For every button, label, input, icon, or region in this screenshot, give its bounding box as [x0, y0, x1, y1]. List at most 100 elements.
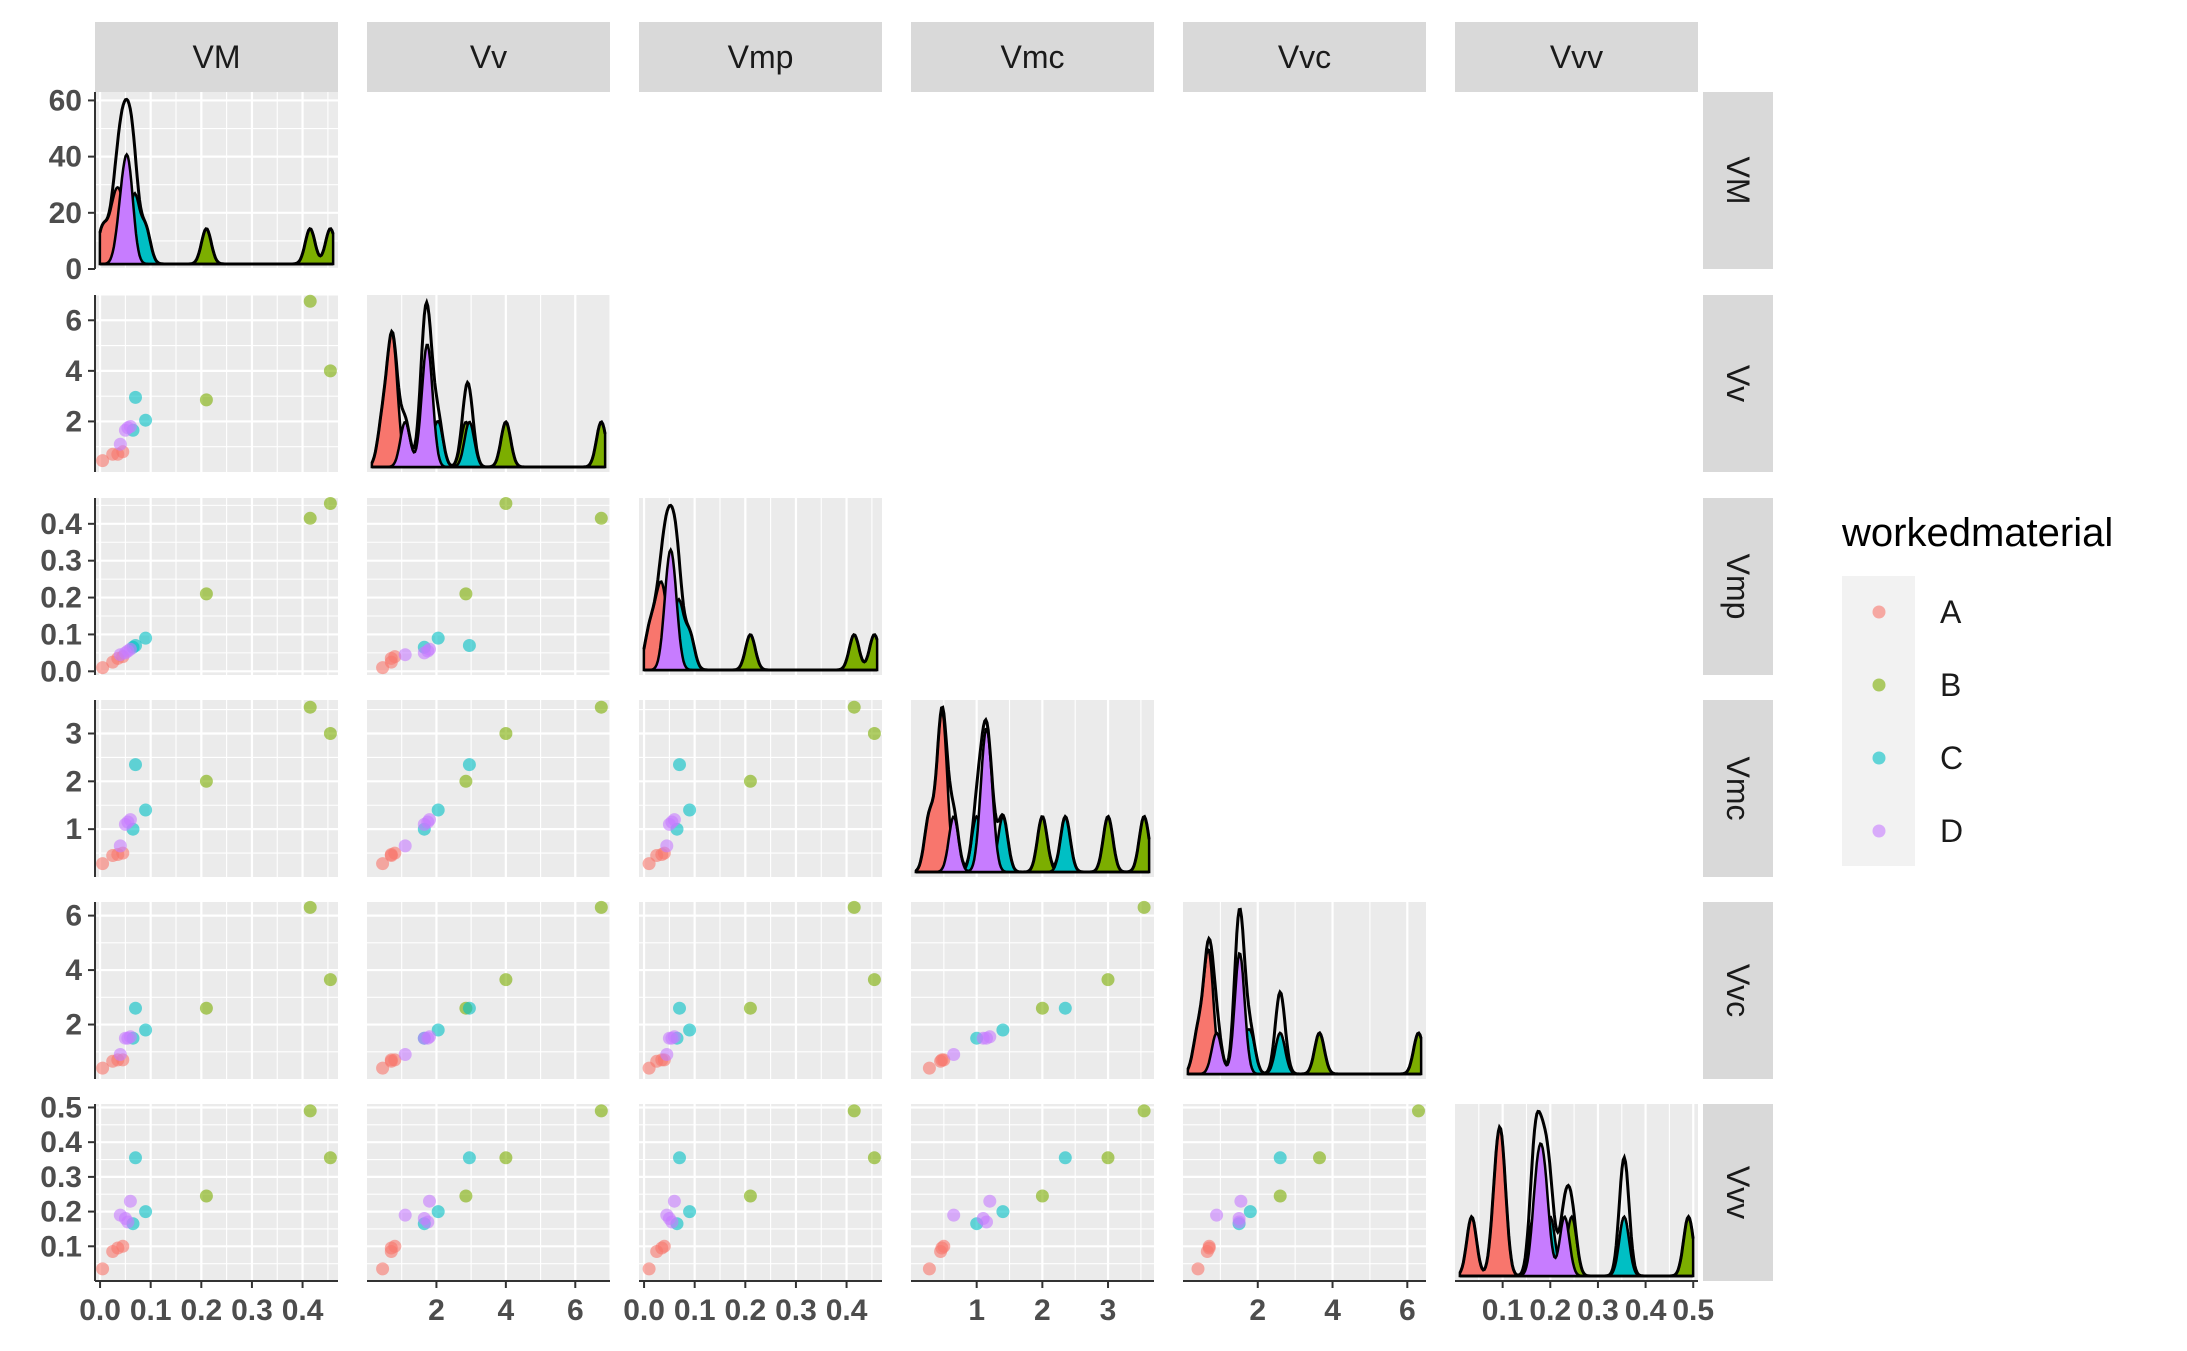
strip-top-label: Vvv — [1550, 39, 1603, 75]
point-D — [667, 813, 681, 827]
panel-background — [911, 1104, 1154, 1281]
point-B — [323, 727, 337, 740]
point-C — [139, 631, 153, 645]
point-B — [594, 1104, 608, 1118]
point-B — [1137, 900, 1151, 914]
panel-Vvc-vs-VM — [95, 900, 338, 1079]
point-C — [996, 1205, 1010, 1219]
y-tick-label: 2 — [65, 1009, 82, 1042]
y-tick-label: 4 — [65, 355, 82, 388]
point-D — [660, 1048, 674, 1061]
point-A — [388, 846, 402, 860]
point-B — [303, 700, 317, 714]
point-C — [431, 1023, 445, 1037]
point-B — [743, 774, 757, 788]
point-C — [462, 1151, 476, 1165]
strip-right-label: Vv — [1720, 365, 1756, 402]
point-A — [376, 1262, 390, 1276]
y-tick-label: 40 — [49, 141, 82, 174]
panel-Vvv-vs-Vvc — [1183, 1104, 1426, 1281]
panel-background — [639, 902, 882, 1079]
density-total-line — [1186, 907, 1423, 1076]
panel-Vv-vs-Vv — [367, 295, 611, 472]
point-C — [462, 758, 476, 772]
point-C — [139, 1205, 153, 1219]
y-tick-label: 6 — [65, 304, 82, 337]
x-tick-label: 3 — [1100, 1294, 1117, 1327]
strip-top-label: Vmp — [728, 39, 794, 75]
panel-Vmp-vs-Vv — [367, 497, 611, 675]
panel-background — [95, 295, 338, 472]
point-D — [398, 648, 412, 662]
strip-right-Vvv — [1703, 1104, 1773, 1281]
point-C — [1058, 1151, 1072, 1165]
y-tick-label: 60 — [49, 84, 82, 117]
point-A — [922, 1262, 936, 1276]
point-A — [376, 857, 390, 871]
panel-background — [911, 902, 1154, 1079]
point-A — [388, 1053, 402, 1067]
point-B — [303, 294, 317, 308]
panel-background — [639, 1104, 882, 1281]
density-total-line — [98, 97, 335, 266]
point-A — [96, 661, 110, 675]
x-tick-label: 4 — [498, 1294, 515, 1327]
point-D — [1234, 1194, 1248, 1208]
point-C — [683, 1023, 697, 1037]
point-A — [388, 1239, 402, 1253]
x-tick-label: 0.3 — [1577, 1294, 1619, 1327]
point-A — [937, 1053, 951, 1067]
panel-background — [367, 498, 610, 675]
y-tick-label: 2 — [65, 765, 82, 798]
x-tick-label: 0.1 — [674, 1294, 716, 1327]
x-tick-label: 0.3 — [775, 1294, 817, 1327]
point-D — [667, 1194, 681, 1208]
strip-top-Vvv — [1455, 22, 1698, 92]
point-B — [743, 1001, 757, 1015]
point-C — [431, 1205, 445, 1219]
point-D — [123, 1030, 137, 1044]
point-D — [398, 839, 412, 853]
point-A — [1191, 1262, 1205, 1276]
strip-right-Vv — [1703, 295, 1773, 472]
strip-right-Vmc — [1703, 700, 1773, 877]
point-B — [499, 727, 513, 740]
point-A — [657, 1239, 671, 1253]
x-tick-label: 1 — [968, 1294, 985, 1327]
point-C — [1243, 1205, 1257, 1219]
point-D — [423, 813, 436, 827]
point-B — [323, 497, 337, 510]
legend-key-background — [1842, 576, 1915, 866]
x-tick-label: 0.4 — [282, 1294, 324, 1327]
panel-Vmc-vs-Vmc — [911, 700, 1154, 877]
point-C — [1058, 1001, 1072, 1015]
point-B — [1035, 1001, 1049, 1015]
x-tick-label: 0.3 — [231, 1294, 273, 1327]
panel-Vmp-vs-VM — [95, 497, 338, 675]
point-C — [1273, 1151, 1287, 1165]
point-A — [116, 1239, 130, 1253]
point-B — [199, 587, 213, 601]
point-A — [642, 857, 656, 871]
strip-top-label: Vvc — [1278, 39, 1331, 75]
point-B — [499, 1151, 513, 1165]
panel-Vvv-vs-Vmp — [639, 1104, 882, 1281]
panel-Vvv-vs-VM — [95, 1104, 338, 1281]
point-B — [303, 511, 317, 525]
point-D — [398, 1208, 412, 1222]
legend-key-A — [1872, 605, 1886, 619]
x-tick-label: 0.1 — [1482, 1294, 1524, 1327]
strip-top-VM — [95, 22, 338, 92]
point-A — [96, 1262, 110, 1276]
strip-top-Vmp — [639, 22, 882, 92]
x-tick-label: 0.2 — [1529, 1294, 1571, 1327]
point-C — [673, 1001, 686, 1015]
point-A — [642, 1262, 656, 1276]
y-tick-label: 20 — [49, 197, 82, 230]
point-D — [423, 1030, 436, 1044]
point-C — [683, 803, 697, 817]
panel-background — [95, 1104, 338, 1281]
point-C — [462, 1001, 476, 1015]
legend: workedmaterial A B C D — [1841, 511, 2113, 866]
y-tick-label: 0.4 — [40, 508, 82, 541]
